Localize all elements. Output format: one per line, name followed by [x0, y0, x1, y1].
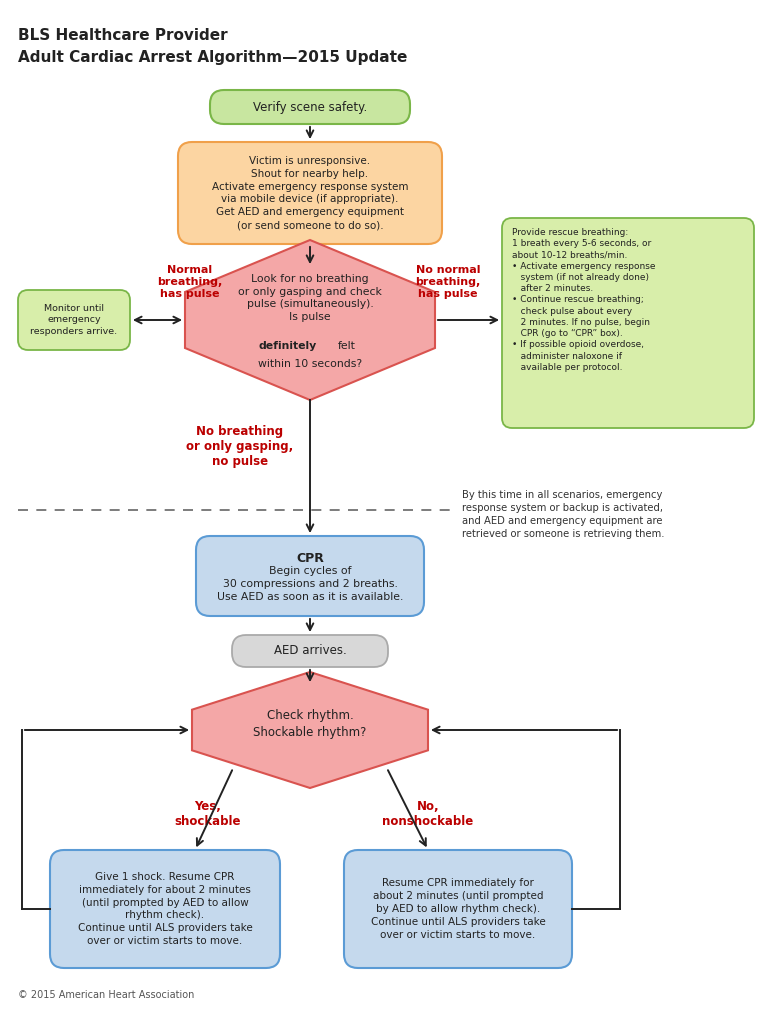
Text: felt: felt [338, 341, 356, 351]
Polygon shape [185, 240, 435, 400]
FancyBboxPatch shape [344, 850, 572, 968]
Text: within 10 seconds?: within 10 seconds? [258, 359, 362, 369]
Text: Look for no breathing
or only gasping and check
pulse (simultaneously).
Is pulse: Look for no breathing or only gasping an… [238, 274, 382, 322]
Text: Monitor until
emergency
responders arrive.: Monitor until emergency responders arriv… [30, 304, 117, 336]
Text: Provide rescue breathing:
1 breath every 5-6 seconds, or
about 10-12 breaths/min: Provide rescue breathing: 1 breath every… [512, 228, 656, 372]
FancyBboxPatch shape [502, 218, 754, 428]
Text: CPR: CPR [296, 552, 324, 565]
Text: Victim is unresponsive.
Shout for nearby help.
Activate emergency response syste: Victim is unresponsive. Shout for nearby… [212, 156, 408, 230]
Text: No,
nonshockable: No, nonshockable [383, 800, 473, 828]
Text: Check rhythm.
Shockable rhythm?: Check rhythm. Shockable rhythm? [253, 710, 367, 738]
Text: No breathing
or only gasping,
no pulse: No breathing or only gasping, no pulse [186, 425, 293, 468]
Text: Yes,
shockable: Yes, shockable [175, 800, 241, 828]
FancyBboxPatch shape [232, 635, 388, 667]
FancyBboxPatch shape [50, 850, 280, 968]
Polygon shape [192, 672, 428, 788]
Text: © 2015 American Heart Association: © 2015 American Heart Association [18, 990, 194, 1000]
Text: By this time in all scenarios, emergency
response system or backup is activated,: By this time in all scenarios, emergency… [462, 490, 664, 539]
FancyBboxPatch shape [18, 290, 130, 350]
Text: No normal
breathing,
has pulse: No normal breathing, has pulse [415, 265, 480, 299]
Text: Verify scene safety.: Verify scene safety. [253, 100, 367, 114]
FancyBboxPatch shape [210, 90, 410, 124]
Text: Resume CPR immediately for
about 2 minutes (until prompted
by AED to allow rhyth: Resume CPR immediately for about 2 minut… [371, 879, 546, 940]
FancyBboxPatch shape [178, 142, 442, 244]
Text: Begin cycles of
30 compressions and 2 breaths.
Use AED as soon as it is availabl: Begin cycles of 30 compressions and 2 br… [217, 566, 404, 602]
Text: AED arrives.: AED arrives. [274, 644, 346, 657]
Text: Give 1 shock. Resume CPR
immediately for about 2 minutes
(until prompted by AED : Give 1 shock. Resume CPR immediately for… [78, 872, 252, 946]
Text: definitely: definitely [259, 341, 317, 351]
Text: Normal
breathing,
has pulse: Normal breathing, has pulse [158, 265, 223, 299]
Text: BLS Healthcare Provider: BLS Healthcare Provider [18, 28, 227, 43]
FancyBboxPatch shape [196, 536, 424, 616]
Text: Adult Cardiac Arrest Algorithm—2015 Update: Adult Cardiac Arrest Algorithm—2015 Upda… [18, 50, 407, 65]
